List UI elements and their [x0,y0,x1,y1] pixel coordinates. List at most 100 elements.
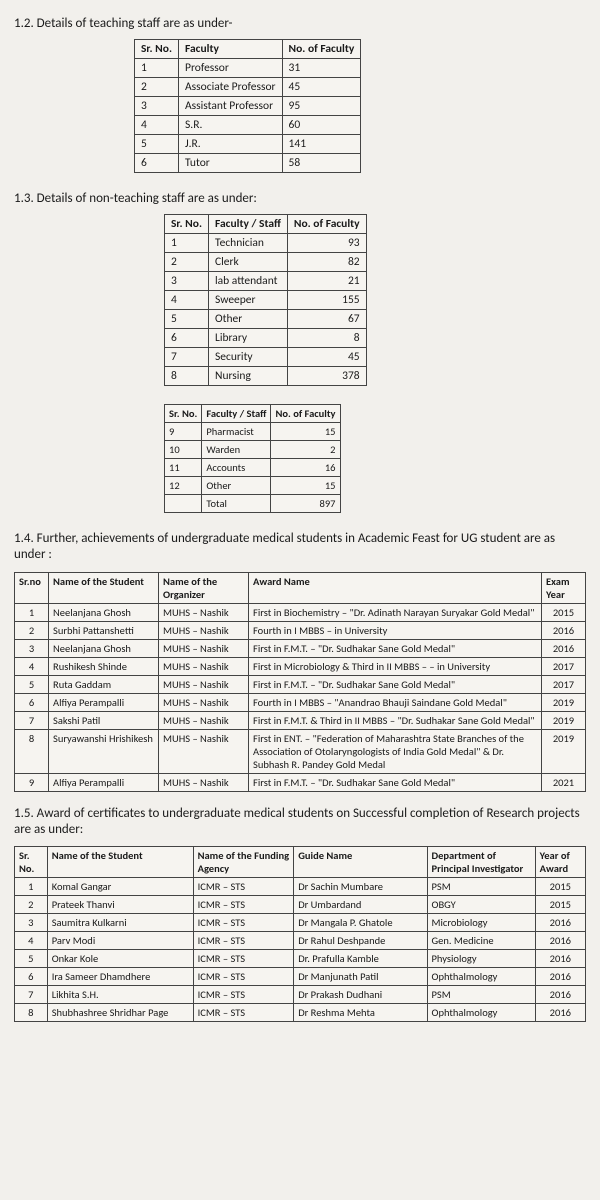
table-row: 3Neelanjana GhoshMUHS – NashikFirst in F… [15,639,586,657]
table-row: 1Neelanjana GhoshMUHS – NashikFirst in B… [15,603,586,621]
table-cell: 82 [287,253,366,272]
table-cell: 8 [15,729,49,773]
table-row: 2Associate Professor45 [135,78,361,97]
table-cell: 2019 [542,729,586,773]
table-row: 3Assistant Professor95 [135,97,361,116]
table-cell: 3 [15,914,48,932]
table-cell: Dr. Prafulla Kamble [294,950,427,968]
table-cell: First in F.M.T. & Third in II MBBS – "Dr… [249,711,542,729]
table-row: 5Ruta GaddamMUHS – NashikFirst in F.M.T.… [15,675,586,693]
table-row: Total897 [165,495,341,513]
table-cell: ICMR – STS [193,1004,294,1022]
table-cell: 7 [165,348,209,367]
table-cell: 5 [165,310,209,329]
table-cell: 2017 [542,657,586,675]
table-cell: ICMR – STS [193,986,294,1004]
table-cell: 2016 [535,986,585,1004]
table-cell: J.R. [179,135,283,154]
table-cell: 3 [15,639,49,657]
col-faculty: Faculty / Staff [202,405,271,423]
table-cell: 4 [15,932,48,950]
table-cell: 6 [135,154,179,173]
table-cell: 2016 [542,621,586,639]
table-cell: 2 [15,621,49,639]
table-cell: Ruta Gaddam [49,675,159,693]
table-cell: First in F.M.T. – "Dr. Sudhakar Sane Gol… [249,773,542,791]
table-cell: 5 [15,950,48,968]
table-cell: 2019 [542,711,586,729]
table-cell: 2016 [535,968,585,986]
table-cell: Alfiya Perampalli [49,693,159,711]
table-cell: Library [209,329,288,348]
table-cell: 5 [135,135,179,154]
table-cell: 2016 [535,914,585,932]
table-cell: MUHS – Nashik [159,729,249,773]
table-cell: Associate Professor [179,78,283,97]
table-cell: 4 [135,116,179,135]
table-cell: MUHS – Nashik [159,639,249,657]
col-srno: Sr. No. [135,40,179,59]
table-row: 9Alfiya PerampalliMUHS – NashikFirst in … [15,773,586,791]
table-row: 5Onkar KoleICMR – STSDr. Prafulla Kamble… [15,950,586,968]
table-row: 12Other15 [165,477,341,495]
table-cell: 2015 [542,603,586,621]
table-row: 10Warden2 [165,441,341,459]
table-cell: PSM [427,878,535,896]
table-cell: 1 [15,603,49,621]
table-row: 5Other67 [165,310,367,329]
table-row: 6Alfiya PerampalliMUHS – NashikFourth in… [15,693,586,711]
table-cell: 45 [287,348,366,367]
table-row: 8Shubhashree Shridhar PageICMR – STSDr R… [15,1004,586,1022]
table-cell: 8 [287,329,366,348]
table-cell: Prateek Thanvi [47,896,193,914]
table-cell: 2015 [535,878,585,896]
table-cell: Saumitra Kulkarni [47,914,193,932]
table-cell: 2 [15,896,48,914]
table-cell: ICMR – STS [193,950,294,968]
table-cell: 2016 [542,639,586,657]
table-cell: 1 [135,59,179,78]
table-row: 8Nursing378 [165,367,367,386]
table-cell: Physiology [427,950,535,968]
table-cell: Assistant Professor [179,97,283,116]
table-row: 4S.R.60 [135,116,361,135]
table-cell: Shubhashree Shridhar Page [47,1004,193,1022]
ug-awards-table: Sr.noName of the StudentName of the Orga… [14,572,586,792]
table-cell: Other [209,310,288,329]
table-row: 6Ira Sameer DhamdhereICMR – STSDr Manjun… [15,968,586,986]
table-cell: Clerk [209,253,288,272]
section-1-4-heading: 1.4. Further, achievements of undergradu… [14,531,586,564]
table-cell: 2 [135,78,179,97]
section-1-3-heading: 1.3. Details of non-teaching staff are a… [14,191,586,206]
table-cell: 2016 [535,1004,585,1022]
table-cell: 21 [287,272,366,291]
table-cell: 45 [282,78,361,97]
table-row: 2Prateek ThanviICMR – STSDr UmbardandOBG… [15,896,586,914]
table-cell: First in Biochemistry – "Dr. Adinath Nar… [249,603,542,621]
col-count: No. of Faculty [282,40,361,59]
table-cell: Security [209,348,288,367]
section-1-5-heading: 1.5. Award of certificates to undergradu… [14,806,586,839]
col-faculty: Faculty / Staff [209,215,288,234]
column-header: Name of the Student [47,847,193,878]
table-cell: 4 [165,291,209,310]
nonteaching-staff-table-a: Sr. No. Faculty / Staff No. of Faculty 1… [164,214,367,386]
table-cell: 12 [165,477,202,495]
table-cell: Tutor [179,154,283,173]
table-cell: 6 [165,329,209,348]
table-cell: Ophthalmology [427,968,535,986]
table-cell: Ira Sameer Dhamdhere [47,968,193,986]
table-row: 1Professor31 [135,59,361,78]
table-cell: Accounts [202,459,271,477]
table-cell: Dr Manjunath Patil [294,968,427,986]
table-row: 2Clerk82 [165,253,367,272]
table-cell: Professor [179,59,283,78]
table-cell: PSM [427,986,535,1004]
table-cell: Rushikesh Shinde [49,657,159,675]
table-cell: Dr Umbardand [294,896,427,914]
table-row: 1Komal GangarICMR – STSDr Sachin Mumbare… [15,878,586,896]
table-cell: 2 [271,441,340,459]
table-cell: 11 [165,459,202,477]
table-cell: Total [202,495,271,513]
section-1-2-heading: 1.2. Details of teaching staff are as un… [14,16,586,31]
